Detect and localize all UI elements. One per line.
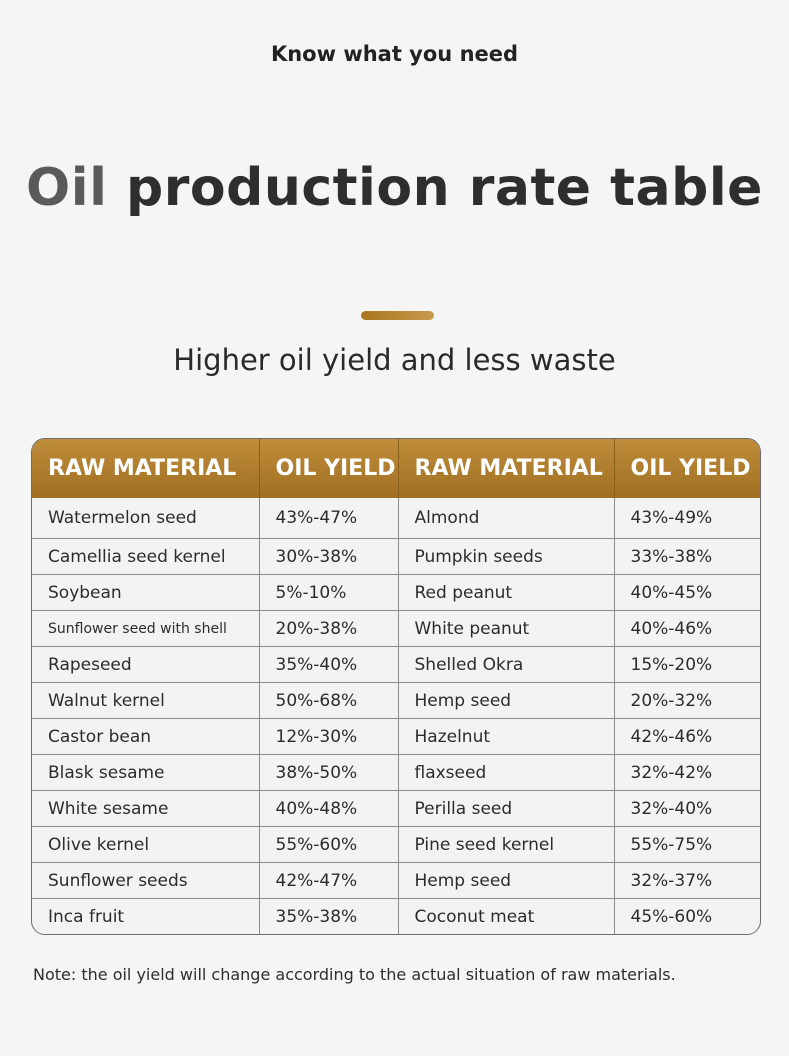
yield-cell: 42%-47%: [258, 862, 398, 899]
material-cell: Hazelnut: [397, 718, 614, 755]
material-cell: Shelled Okra: [397, 646, 614, 683]
yield-cell: 55%-60%: [258, 826, 398, 863]
material-cell: Walnut kernel: [32, 682, 259, 719]
kicker-text: Know what you need: [270, 42, 519, 66]
table-row: Rapeseed 35%-40% Shelled Okra 15%-20%: [32, 646, 760, 683]
material-cell: Hemp seed: [397, 862, 614, 899]
material-cell: Pine seed kernel: [397, 826, 614, 863]
yield-cell: 55%-75%: [613, 826, 760, 863]
yield-cell: 42%-46%: [613, 718, 760, 755]
yield-cell: 32%-37%: [613, 862, 760, 899]
yield-cell: 32%-40%: [613, 790, 760, 827]
material-cell: Soybean: [32, 574, 259, 611]
header-raw-material-1: RAW MATERIAL: [48, 456, 237, 481]
table-row: Watermelon seed 43%-47% Almond 43%-49%: [32, 498, 760, 539]
oil-yield-table: RAW MATERIAL OIL YIELD RAW MATERIAL OIL …: [31, 438, 761, 935]
header-oil-yield-1: OIL YIELD: [258, 439, 398, 498]
yield-cell: 40%-45%: [613, 574, 760, 611]
material-cell: Castor bean: [32, 718, 259, 755]
subtitle: Higher oil yield and less waste: [173, 343, 616, 377]
table-row: Sunflower seed with shell 20%-38% White …: [32, 610, 760, 647]
yield-cell: 45%-60%: [613, 898, 760, 934]
table-row: Olive kernel 55%-60% Pine seed kernel 55…: [32, 826, 760, 863]
material-cell: flaxseed: [397, 754, 614, 791]
yield-cell: 15%-20%: [613, 646, 760, 683]
yield-cell: 50%-68%: [258, 682, 398, 719]
material-cell: Camellia seed kernel: [32, 538, 259, 575]
yield-cell: 43%-47%: [258, 498, 398, 539]
material-cell: Red peanut: [397, 574, 614, 611]
yield-cell: 5%-10%: [258, 574, 398, 611]
material-cell: Perilla seed: [397, 790, 614, 827]
yield-cell: 40%-48%: [258, 790, 398, 827]
header-raw-material-2: RAW MATERIAL: [397, 439, 614, 498]
title-part-oil: Oil: [26, 158, 108, 218]
table-row: Camellia seed kernel 30%-38% Pumpkin see…: [32, 538, 760, 575]
yield-cell: 32%-42%: [613, 754, 760, 791]
table-row: Inca fruit 35%-38% Coconut meat 45%-60%: [32, 898, 760, 934]
table-header-row: RAW MATERIAL OIL YIELD RAW MATERIAL OIL …: [32, 439, 760, 498]
material-cell: Coconut meat: [397, 898, 614, 934]
table-row: Soybean 5%-10% Red peanut 40%-45%: [32, 574, 760, 611]
material-cell: Blask sesame: [32, 754, 259, 791]
footnote: Note: the oil yield will change accordin…: [33, 965, 676, 984]
yield-cell: 20%-38%: [258, 610, 398, 647]
yield-cell: 35%-38%: [258, 898, 398, 934]
table-row: White sesame 40%-48% Perilla seed 32%-40…: [32, 790, 760, 827]
header-oil-yield-2: OIL YIELD: [613, 439, 760, 498]
yield-cell: 12%-30%: [258, 718, 398, 755]
yield-cell: 35%-40%: [258, 646, 398, 683]
material-cell: White sesame: [32, 790, 259, 827]
table-row: Castor bean 12%-30% Hazelnut 42%-46%: [32, 718, 760, 755]
table-row: Sunflower seeds 42%-47% Hemp seed 32%-37…: [32, 862, 760, 899]
material-cell: Watermelon seed: [48, 508, 197, 528]
accent-divider: [361, 311, 434, 320]
yield-cell: 40%-46%: [613, 610, 760, 647]
material-cell: Sunflower seeds: [32, 862, 259, 899]
yield-cell: 38%-50%: [258, 754, 398, 791]
material-cell: Almond: [397, 498, 614, 539]
material-cell: White peanut: [397, 610, 614, 647]
table-row: Blask sesame 38%-50% flaxseed 32%-42%: [32, 754, 760, 791]
material-cell: Pumpkin seeds: [397, 538, 614, 575]
page-title: Oil production rate table: [0, 158, 789, 218]
material-cell: Hemp seed: [397, 682, 614, 719]
material-cell: Inca fruit: [32, 898, 259, 934]
material-cell: Rapeseed: [32, 646, 259, 683]
material-cell: Olive kernel: [32, 826, 259, 863]
yield-cell: 43%-49%: [613, 498, 760, 539]
yield-cell: 33%-38%: [613, 538, 760, 575]
yield-cell: 20%-32%: [613, 682, 760, 719]
yield-cell: 30%-38%: [258, 538, 398, 575]
material-cell: Sunflower seed with shell: [32, 610, 259, 647]
title-part-rest: production rate table: [126, 158, 763, 218]
table-row: Walnut kernel 50%-68% Hemp seed 20%-32%: [32, 682, 760, 719]
